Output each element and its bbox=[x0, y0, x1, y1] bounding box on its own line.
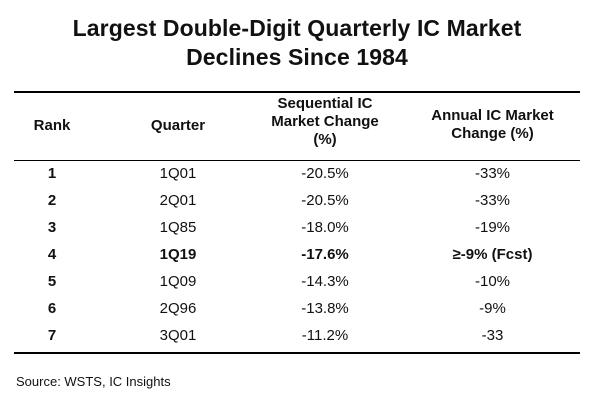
header-annual-change: Annual IC Market Change (%) bbox=[405, 107, 580, 143]
cell-sequential: -11.2% bbox=[301, 327, 349, 344]
cell-annual: -33% bbox=[474, 165, 511, 182]
table-header-rule bbox=[14, 160, 580, 161]
header-sequential-line-1: Sequential IC bbox=[277, 95, 373, 112]
cell-quarter: 3Q01 bbox=[159, 327, 197, 344]
cell-rank: 6 bbox=[47, 300, 57, 317]
cell-sequential: -20.5% bbox=[301, 192, 349, 209]
cell-sequential: -13.8% bbox=[301, 300, 349, 317]
cell-sequential: -18.0% bbox=[301, 219, 349, 236]
header-annual-line-2: Change (%) bbox=[451, 125, 534, 142]
source-note: Source: WSTS, IC Insights bbox=[16, 374, 171, 389]
cell-annual: -9% bbox=[479, 300, 506, 317]
cell-sequential: -20.5% bbox=[301, 165, 349, 182]
header-rank: Rank bbox=[22, 117, 82, 135]
cell-sequential: -14.3% bbox=[301, 273, 349, 290]
header-sequential-line-3: (%) bbox=[313, 131, 337, 148]
header-quarter: Quarter bbox=[128, 117, 228, 135]
cell-annual: -33% bbox=[474, 192, 511, 209]
chart-title-line-2: Declines Since 1984 bbox=[186, 44, 408, 70]
header-sequential-line-2: Market Change bbox=[271, 113, 379, 130]
table-top-rule bbox=[14, 91, 580, 93]
cell-rank: 2 bbox=[47, 192, 57, 209]
cell-rank: 4 bbox=[47, 246, 57, 263]
cell-rank: 1 bbox=[47, 165, 57, 182]
cell-quarter: 1Q85 bbox=[159, 219, 197, 236]
table-row: 7 3Q01 -11.2% -33 bbox=[14, 323, 580, 349]
table-row: 5 1Q09 -14.3% -10% bbox=[14, 269, 580, 295]
cell-rank: 3 bbox=[47, 219, 57, 236]
header-rank-line-1: Rank bbox=[33, 117, 71, 134]
header-sequential-change: Sequential IC Market Change (%) bbox=[240, 95, 410, 149]
cell-annual: -10% bbox=[474, 273, 511, 290]
header-annual-line-1: Annual IC Market bbox=[431, 107, 554, 124]
cell-annual: -19% bbox=[474, 219, 511, 236]
table-row: 1 1Q01 -20.5% -33% bbox=[14, 161, 580, 187]
header-quarter-line-1: Quarter bbox=[150, 117, 206, 134]
cell-annual: -33 bbox=[481, 327, 504, 344]
cell-quarter: 2Q96 bbox=[159, 300, 197, 317]
chart-title-line-1: Largest Double-Digit Quarterly IC Market bbox=[72, 15, 522, 41]
cell-quarter: 2Q01 bbox=[159, 192, 197, 209]
cell-rank: 7 bbox=[47, 327, 57, 344]
cell-quarter: 1Q01 bbox=[159, 165, 197, 182]
cell-annual: ≥-9% (Fcst) bbox=[452, 246, 533, 263]
table-row: 3 1Q85 -18.0% -19% bbox=[14, 215, 580, 241]
table-row: 4 1Q19 -17.6% ≥-9% (Fcst) bbox=[14, 242, 580, 268]
cell-quarter: 1Q09 bbox=[159, 273, 197, 290]
chart-title: Largest Double-Digit Quarterly IC Market… bbox=[0, 14, 594, 72]
cell-quarter: 1Q19 bbox=[159, 246, 197, 263]
cell-sequential: -17.6% bbox=[301, 246, 349, 263]
table-row: 2 2Q01 -20.5% -33% bbox=[14, 188, 580, 214]
table-bottom-rule bbox=[14, 352, 580, 354]
table-row: 6 2Q96 -13.8% -9% bbox=[14, 296, 580, 322]
cell-rank: 5 bbox=[47, 273, 57, 290]
